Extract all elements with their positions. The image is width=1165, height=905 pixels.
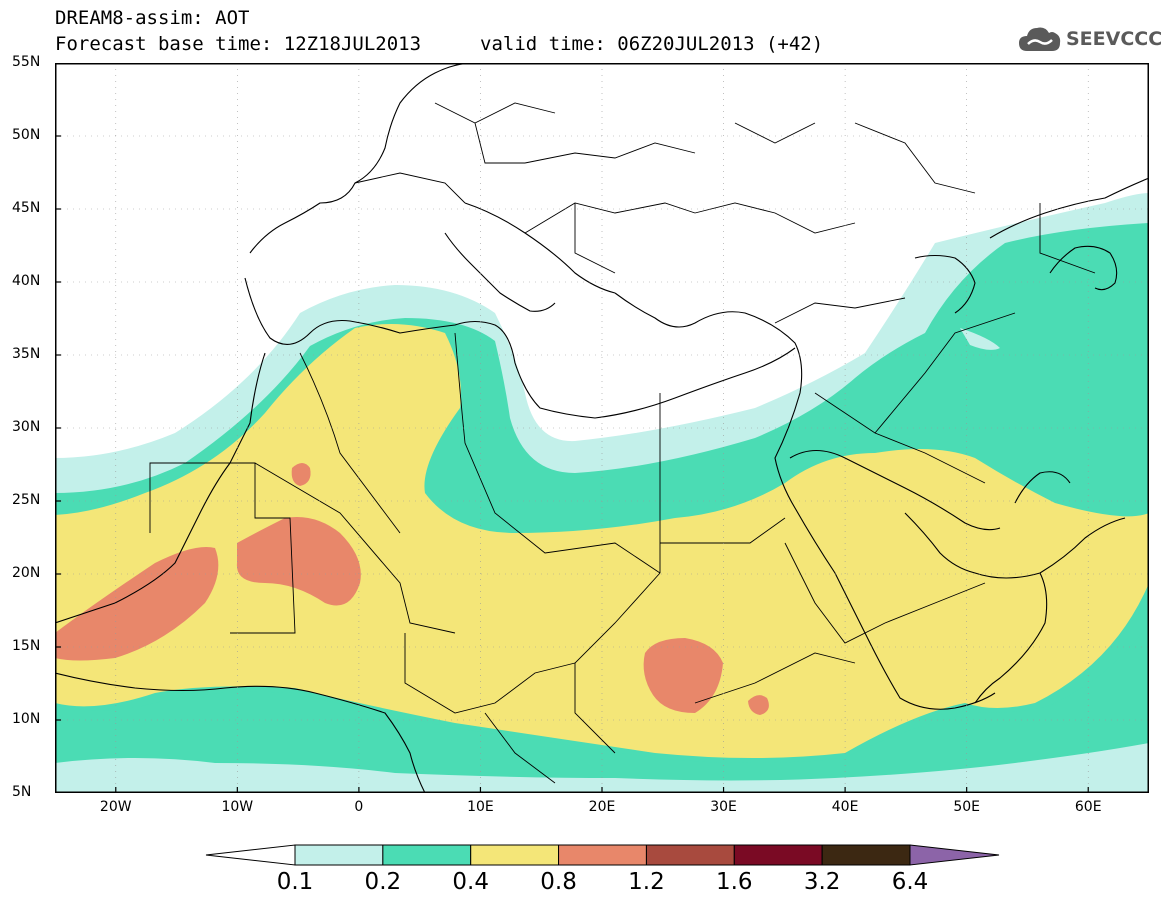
colorbar-label: 0.2 — [364, 869, 402, 895]
aot-caspian-gap — [960, 328, 1000, 350]
aot-patch-mauritania — [236, 517, 361, 606]
colorbar-label: 6.4 — [891, 869, 929, 895]
colorbar-box — [733, 844, 823, 866]
colorbar-box — [645, 844, 735, 866]
colorbar-label: 0.4 — [452, 869, 489, 895]
colorbar-box — [382, 844, 472, 866]
lon-label: 50E — [953, 799, 980, 815]
aot-patch-west-coast — [55, 547, 219, 661]
colorbar-box — [294, 844, 384, 866]
cloud-icon — [1019, 27, 1061, 51]
lon-label: 30E — [710, 799, 737, 815]
coastlines — [55, 63, 1149, 793]
colorbar — [205, 844, 1000, 866]
borders — [149, 102, 1096, 784]
lat-label: 5N — [12, 784, 32, 800]
lon-label: 60E — [1074, 799, 1102, 815]
colorbar-label: 1.2 — [628, 869, 665, 895]
valid-time: valid time: 06Z20JUL2013 (+42) — [480, 33, 824, 55]
lat-label: 20N — [12, 565, 41, 581]
forecast-base-time: Forecast base time: 12Z18JUL2013 — [55, 33, 422, 55]
map-ticks — [55, 63, 1089, 793]
logo-text: SEEVCCC — [1066, 28, 1163, 50]
lon-label: 20E — [588, 799, 616, 815]
lat-label: 15N — [12, 638, 41, 654]
aot-patch-sudan — [643, 638, 723, 713]
colorbar-box — [558, 844, 647, 866]
aot-patch-algeria — [291, 463, 311, 486]
lat-label: 45N — [12, 200, 41, 216]
lat-label: 25N — [12, 492, 41, 508]
colorbar-over-triangle — [909, 844, 1000, 866]
colorbar-box — [821, 844, 911, 866]
colorbar-label: 3.2 — [803, 869, 841, 895]
lon-label: 10W — [221, 799, 254, 815]
lon-label: 0 — [354, 799, 364, 815]
lat-label: 40N — [12, 273, 41, 289]
colorbar-label: 1.6 — [715, 869, 753, 895]
lon-label: 20W — [99, 799, 132, 815]
aot-patch-south-sudan — [748, 695, 769, 715]
colorbar-label: 0.1 — [276, 869, 314, 895]
lon-label: 40E — [831, 799, 859, 815]
colorbar-box — [470, 844, 560, 866]
lat-label: 50N — [12, 127, 41, 143]
map-title: DREAM8-assim: AOT — [55, 7, 250, 29]
aot-contour-0.1-south — [55, 743, 1149, 793]
aot-map — [55, 63, 1149, 793]
lat-label: 30N — [12, 419, 41, 435]
lat-label: 35N — [12, 346, 41, 362]
colorbar-under-triangle — [205, 844, 296, 866]
lat-label: 10N — [12, 711, 41, 727]
lon-label: 10E — [467, 799, 494, 815]
colorbar-label: 0.8 — [540, 869, 577, 895]
aot-contour-0.4 — [55, 324, 1149, 758]
gridlines — [55, 63, 1149, 793]
lat-label: 55N — [12, 54, 41, 70]
aot-contour-0.2-south — [55, 623, 1149, 793]
seevccc-logo: SEEVCCC — [1018, 22, 1162, 56]
